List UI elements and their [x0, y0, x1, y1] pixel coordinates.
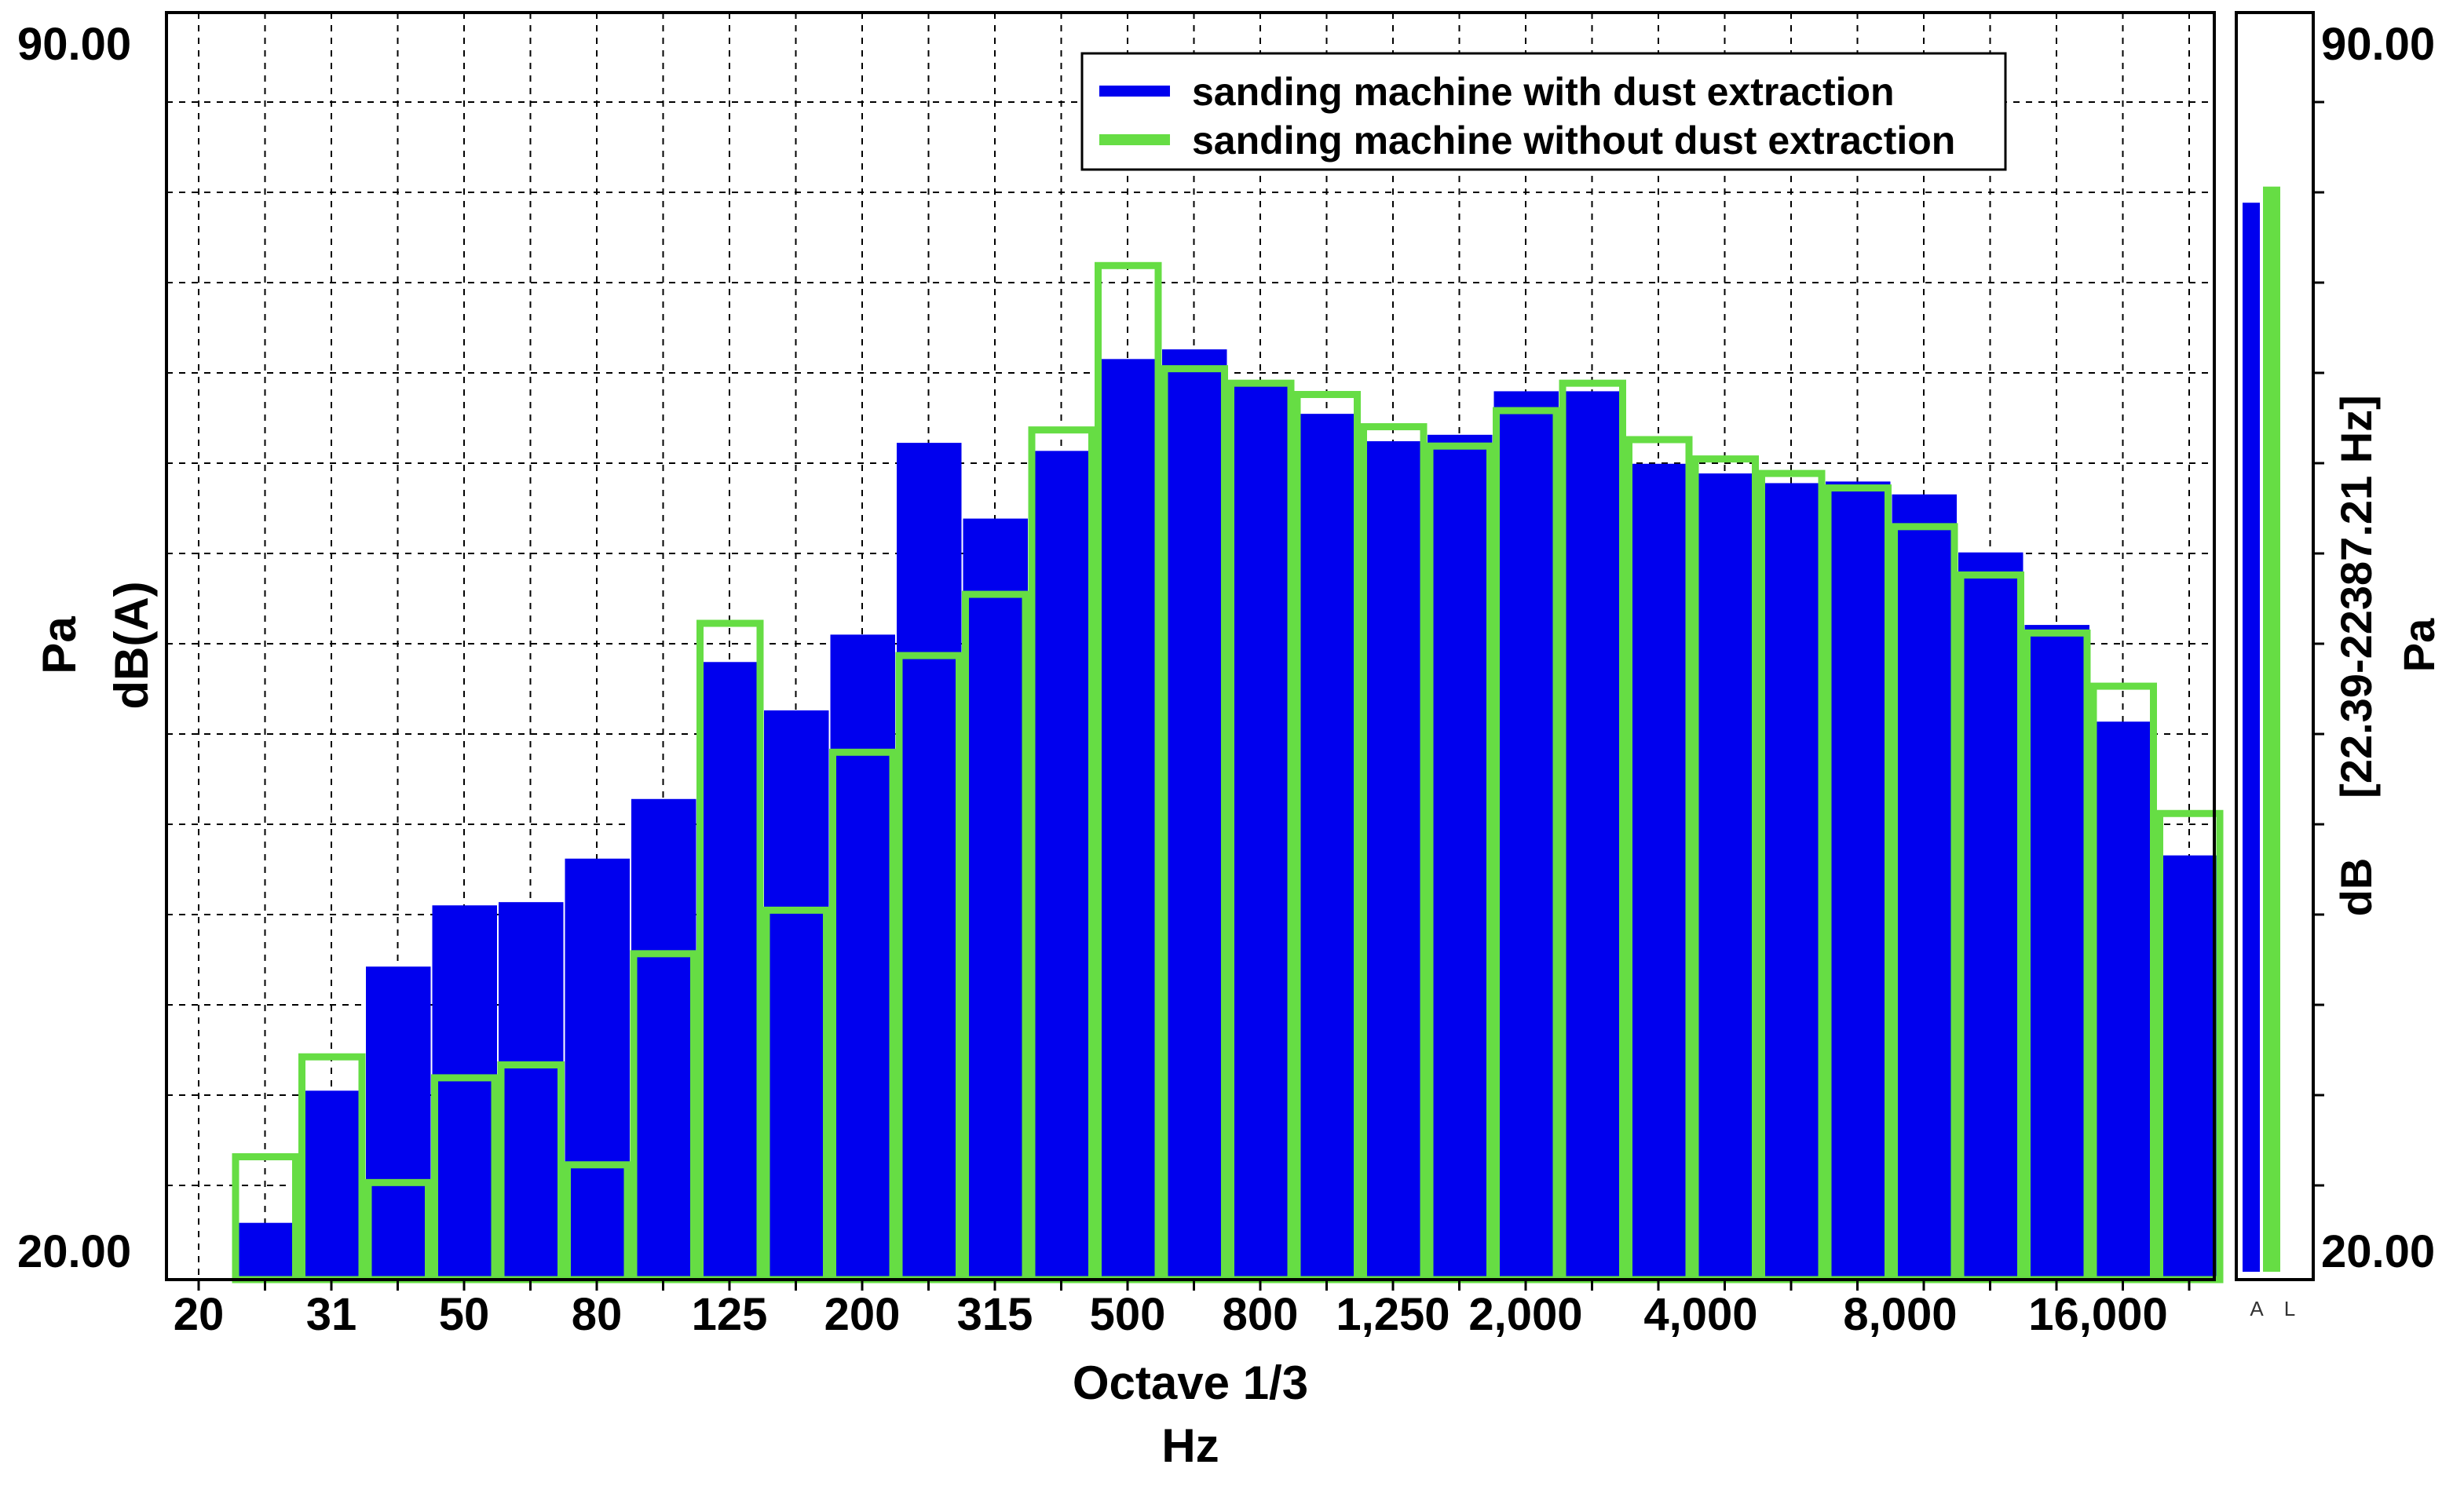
- bar-with-extraction: [499, 902, 564, 1280]
- bar-with-extraction: [1295, 414, 1360, 1280]
- right-axis-label-range: [22.39-22387.21 Hz]: [2331, 395, 2381, 798]
- bar-with-extraction: [2091, 721, 2156, 1280]
- bar-with-extraction: [2157, 855, 2222, 1280]
- overall-label-a: A: [2250, 1297, 2264, 1320]
- right-axis-label-pa: Pa: [2394, 618, 2444, 672]
- overall-levels: [2243, 186, 2280, 1273]
- overall-panel-frame: [2235, 11, 2315, 1281]
- x-ticks-layer: 20 31 50 80 125 200 315 500 800 1,250 2,000 4,000 8,…: [174, 1280, 2191, 1340]
- bar-with-extraction: [1228, 385, 1293, 1280]
- bar-with-extraction: [1361, 441, 1426, 1280]
- bar-with-extraction: [1428, 434, 1493, 1280]
- bar-with-extraction: [1826, 481, 1891, 1280]
- y-tick-bottom: 20.00: [17, 1226, 131, 1277]
- bar-with-extraction: [565, 858, 630, 1280]
- x-tick-label: 200: [824, 1289, 901, 1340]
- x-tick-label: 2,000: [1468, 1289, 1582, 1340]
- bar-with-extraction: [764, 710, 829, 1280]
- bar-with-extraction: [963, 518, 1028, 1280]
- right-axis-label-db: dB: [2331, 858, 2381, 917]
- legend: sanding machine with dust extraction san…: [1080, 52, 2007, 171]
- x-tick-label: 16,000: [2028, 1289, 2167, 1340]
- bar-with-extraction: [366, 966, 431, 1280]
- x-tick-label: 315: [957, 1289, 1033, 1340]
- bar-with-extraction: [1626, 463, 1691, 1280]
- right-ticks-layer: [2313, 100, 2324, 1187]
- bar-with-extraction: [432, 905, 497, 1280]
- overall-bar-a: [2243, 203, 2260, 1273]
- x-tick-label: 31: [306, 1289, 357, 1340]
- x-tick-label: 50: [439, 1289, 490, 1340]
- x-tick-label: 20: [174, 1289, 225, 1340]
- x-axis-title-octave: Octave 1/3: [1073, 1357, 1308, 1409]
- x-tick-label: 1,250: [1336, 1289, 1450, 1340]
- bar-with-extraction: [1759, 483, 1824, 1280]
- legend-box: [1080, 52, 2007, 171]
- bar-with-extraction: [2024, 625, 2089, 1280]
- right-tick-bottom: 20.00: [2321, 1226, 2435, 1277]
- x-tick-label: 800: [1223, 1289, 1299, 1340]
- bar-with-extraction: [1560, 391, 1625, 1280]
- x-axis-title-hz: Hz: [1161, 1419, 1219, 1472]
- right-tick-top: 90.00: [2321, 19, 2435, 70]
- bar-with-extraction: [299, 1090, 364, 1280]
- y-axis-title-pa: Pa: [33, 616, 86, 674]
- legend-label-without-extraction: sanding machine without dust extraction: [1192, 119, 1955, 163]
- bar-with-extraction: [1693, 473, 1758, 1280]
- bar-with-extraction: [1029, 451, 1095, 1280]
- x-tick-label: 80: [572, 1289, 623, 1340]
- overall-bar-l: [2263, 186, 2280, 1273]
- x-tick-label: 125: [692, 1289, 768, 1340]
- bar-with-extraction: [1095, 359, 1161, 1280]
- bar-with-extraction: [897, 443, 962, 1280]
- bar-with-extraction: [1892, 494, 1957, 1280]
- bar-with-extraction: [233, 1222, 298, 1280]
- y-axis-title-dba: dB(A): [105, 581, 158, 709]
- bars-layer: [233, 349, 2222, 1280]
- overall-label-l: L: [2284, 1297, 2295, 1320]
- bar-with-extraction: [830, 634, 895, 1280]
- bar-with-extraction: [1493, 391, 1559, 1280]
- bar-with-extraction: [1958, 552, 2023, 1280]
- legend-label-with-extraction: sanding machine with dust extraction: [1192, 70, 1895, 114]
- plot-frame: [165, 11, 2216, 1281]
- y-tick-top: 90.00: [17, 19, 131, 70]
- bar-with-extraction: [1162, 349, 1227, 1280]
- x-tick-label: 8,000: [1843, 1289, 1957, 1340]
- bar-with-extraction: [697, 662, 762, 1280]
- x-tick-label: 500: [1090, 1289, 1166, 1340]
- bar-with-extraction: [631, 798, 696, 1280]
- x-tick-label: 4,000: [1643, 1289, 1757, 1340]
